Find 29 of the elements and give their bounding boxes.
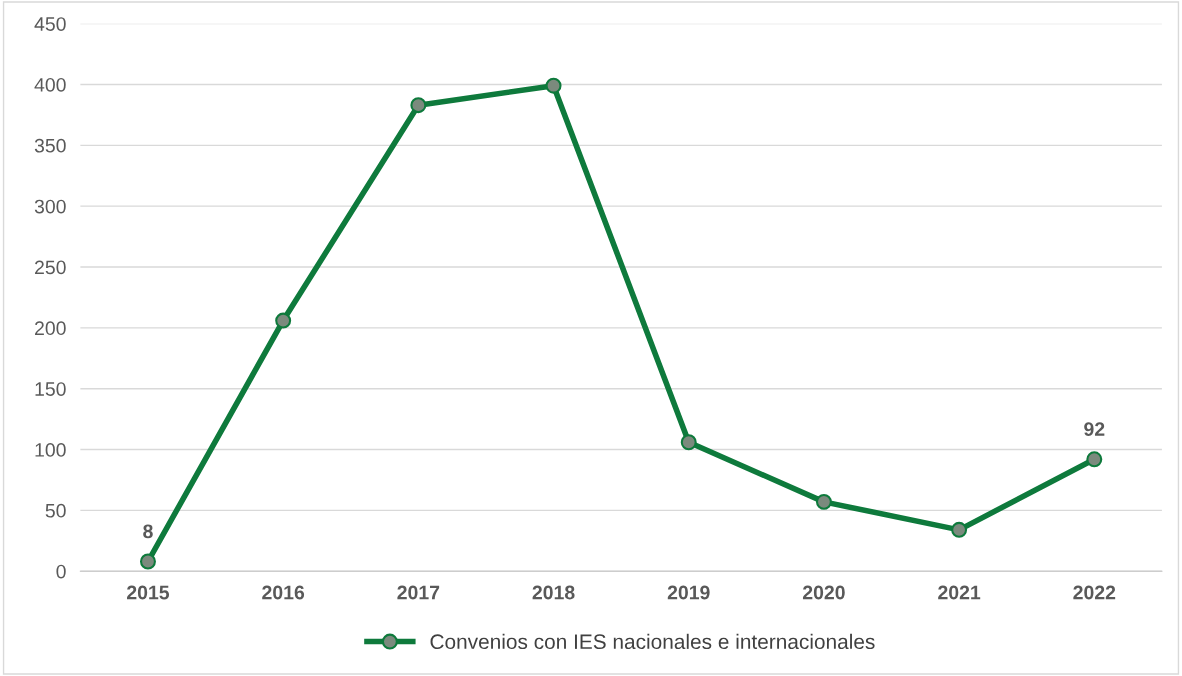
point — [410, 97, 427, 114]
point — [545, 77, 562, 94]
point — [951, 521, 968, 538]
point — [139, 553, 156, 570]
x-tick-label: 2022 — [1073, 585, 1116, 600]
y-tick-label: 400 — [34, 77, 66, 92]
x-tick-label: 2017 — [397, 585, 440, 600]
y-tick-label: 50 — [45, 503, 66, 518]
y-tick-label: 350 — [34, 138, 66, 153]
x-tick-label: 2018 — [532, 585, 575, 600]
y-tick-label: 100 — [35, 443, 66, 457]
point — [815, 493, 832, 510]
x-tick-label: 2015 — [127, 585, 170, 600]
data-label: 8 — [143, 524, 153, 539]
x-tick-label: 2016 — [262, 585, 305, 600]
point — [275, 312, 292, 329]
y-tick-label: 0 — [56, 564, 66, 579]
point — [680, 434, 697, 451]
y-tick-label: 450 — [34, 17, 66, 31]
x-tick-label: 2019 — [667, 585, 710, 600]
point — [1086, 451, 1103, 468]
x-tick-label: 2020 — [802, 585, 845, 600]
legend-label: Convenios con IES nacionales e internacionales — [430, 633, 875, 650]
y-tick-label: 150 — [35, 382, 66, 396]
y-tick-label: 250 — [35, 260, 66, 275]
y-tick-label: 200 — [35, 321, 66, 336]
x-tick-label: 2021 — [938, 585, 981, 600]
data-label: 92 — [1084, 422, 1105, 436]
y-tick-label: 300 — [34, 199, 66, 214]
